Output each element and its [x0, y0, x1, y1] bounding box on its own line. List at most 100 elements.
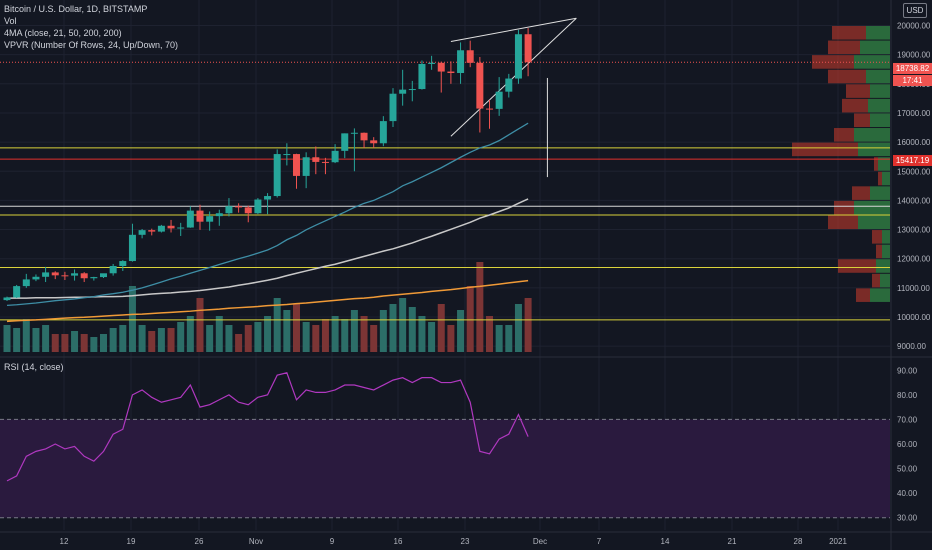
symbol-title[interactable]: Bitcoin / U.S. Dollar, 1D, BITSTAMP [4, 4, 148, 14]
volume-bar [13, 328, 21, 352]
volume-bar [32, 328, 40, 352]
moving-averages [6, 122, 529, 323]
time-axis[interactable]: 12 19 26 Nov 9 16 23 Dec 7 14 21 28 2021 [0, 531, 932, 546]
candle-body [428, 62, 436, 64]
vp-up-bar [870, 288, 890, 302]
time-tick-label: 23 [461, 537, 470, 546]
vp-down-bar [834, 128, 854, 142]
candle-body [22, 279, 30, 287]
volume-bar [22, 319, 30, 352]
rsi-tick-label: 50.00 [897, 465, 918, 474]
time-tick-label: 16 [394, 537, 403, 546]
candle-body [148, 230, 156, 232]
vp-up-bar [866, 25, 890, 40]
volume-bar [321, 319, 329, 352]
volume-legend[interactable]: Vol [4, 16, 17, 26]
candle-body [109, 266, 117, 274]
price-tick-label: 14000.00 [897, 196, 931, 205]
volume-bar [51, 334, 59, 352]
volume-bar [399, 298, 407, 352]
rsi-tick-label: 70.00 [897, 415, 918, 424]
vp-up-bar [854, 128, 890, 142]
volume-bar [283, 310, 291, 352]
candle-body [3, 297, 11, 301]
volume-bar [215, 316, 223, 352]
volume-bar [360, 316, 368, 352]
volume-bar [90, 337, 98, 352]
volume-bar [186, 316, 194, 352]
rsi-legend[interactable]: RSI (14, close) [4, 362, 64, 372]
currency-button[interactable]: USD [903, 3, 927, 18]
candle-body [283, 154, 291, 156]
candle-body [418, 63, 426, 90]
candle-body [379, 121, 387, 144]
vp-down-bar [854, 113, 870, 128]
vp-up-bar [854, 55, 890, 69]
horizontal-levels[interactable] [0, 61, 890, 321]
volume-bar [331, 316, 339, 352]
volume-bar [206, 325, 214, 352]
time-tick-label: 9 [330, 537, 335, 546]
time-tick-label: 26 [195, 537, 204, 546]
volume-bar [350, 310, 358, 352]
vpvr-legend[interactable]: VPVR (Number Of Rows, 24, Up/Down, 70) [4, 40, 179, 50]
candle-body [466, 50, 474, 63]
volume-bar [428, 322, 436, 352]
volume-bar [80, 334, 88, 352]
candle-body [177, 227, 185, 229]
volume-bars [3, 262, 532, 352]
candle-body [225, 206, 233, 214]
candle-body [273, 154, 281, 197]
vp-down-bar [878, 171, 882, 186]
volume-bar [457, 310, 465, 352]
candle-body [186, 210, 194, 228]
time-tick-label: Dec [533, 537, 547, 546]
volume-bar [486, 316, 493, 352]
vp-up-bar [860, 40, 890, 55]
candle-body [244, 207, 252, 214]
volume-bar [379, 310, 387, 352]
rsi-line [6, 372, 529, 482]
candle-body [196, 210, 204, 222]
volume-bar [148, 331, 156, 352]
candle-body [350, 132, 358, 134]
candle-body [399, 89, 407, 94]
wedge-drawing[interactable] [450, 17, 577, 178]
last-price-tag: 18738.82 [893, 63, 932, 74]
volume-bar [42, 325, 50, 352]
volume-profile [792, 25, 890, 302]
vp-up-bar [866, 69, 890, 84]
volume-bar [244, 325, 252, 352]
candle-body [235, 206, 243, 208]
wedge-lower-line [450, 17, 577, 137]
candle-body [32, 276, 40, 280]
candle-body [321, 161, 329, 163]
volume-bar [293, 304, 300, 352]
countdown-tag: 17:41 [893, 75, 932, 86]
candle-body [524, 34, 532, 63]
vp-down-bar [832, 25, 866, 40]
candles [3, 28, 532, 301]
vp-up-bar [854, 200, 890, 215]
candle-body [71, 273, 79, 276]
time-tick-label: 28 [794, 537, 803, 546]
vp-down-bar [846, 84, 870, 98]
volume-bar [312, 325, 320, 352]
time-tick-label: 12 [60, 537, 69, 546]
vp-up-bar [878, 157, 890, 171]
ma-legend[interactable]: 4MA (close, 21, 50, 200, 200) [4, 28, 122, 38]
volume-bar [447, 325, 455, 352]
rsi-tick-label: 30.00 [897, 514, 918, 523]
ma-21-line [6, 122, 529, 307]
volume-bar [177, 322, 185, 352]
rsi-tick-label: 60.00 [897, 440, 918, 449]
volume-bar [157, 328, 165, 352]
volume-bar [302, 322, 310, 352]
vp-down-bar [852, 186, 870, 200]
vp-up-bar [876, 259, 890, 273]
volume-bar [264, 316, 272, 352]
vp-up-bar [870, 84, 890, 98]
volume-bar [196, 298, 204, 352]
candle-body [360, 132, 368, 141]
